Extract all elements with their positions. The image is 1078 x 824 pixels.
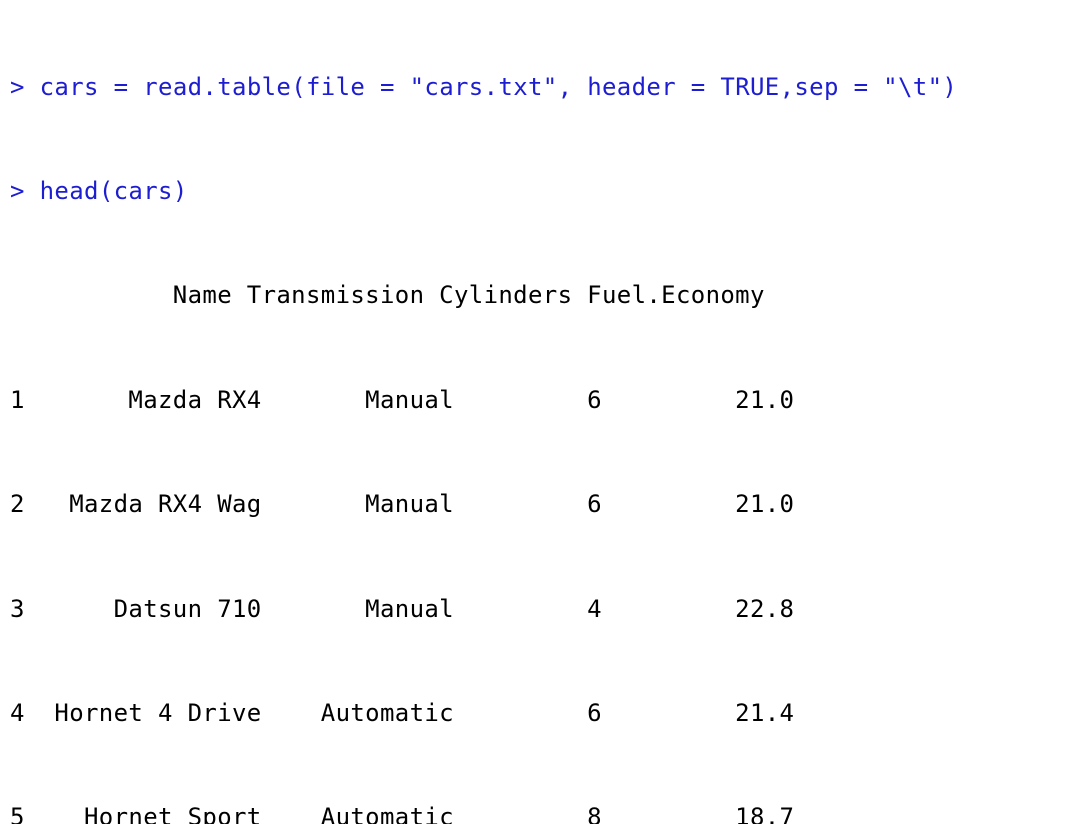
output-row: 2 Mazda RX4 Wag Manual 6 21.0 [10, 490, 795, 519]
command-text: head(cars) [39, 176, 188, 205]
r-console[interactable]: > cars = read.table(file = "cars.txt", h… [10, 0, 957, 824]
output-header: Name Transmission Cylinders Fuel.Economy [10, 281, 765, 310]
command-line: > cars = read.table(file = "cars.txt", h… [10, 70, 957, 105]
command-text: cars = read.table(file = "cars.txt", hea… [39, 72, 958, 101]
output-row: 5 Hornet Sport Automatic 8 18.7 [10, 803, 795, 824]
prompt-symbol: > [10, 72, 25, 101]
output-row: 3 Datsun 710 Manual 4 22.8 [10, 594, 795, 623]
output-row: 1 Mazda RX4 Manual 6 21.0 [10, 385, 795, 414]
command-line: > head(cars) [10, 174, 957, 209]
prompt-symbol: > [10, 176, 25, 205]
output-row: 4 Hornet 4 Drive Automatic 6 21.4 [10, 698, 795, 727]
